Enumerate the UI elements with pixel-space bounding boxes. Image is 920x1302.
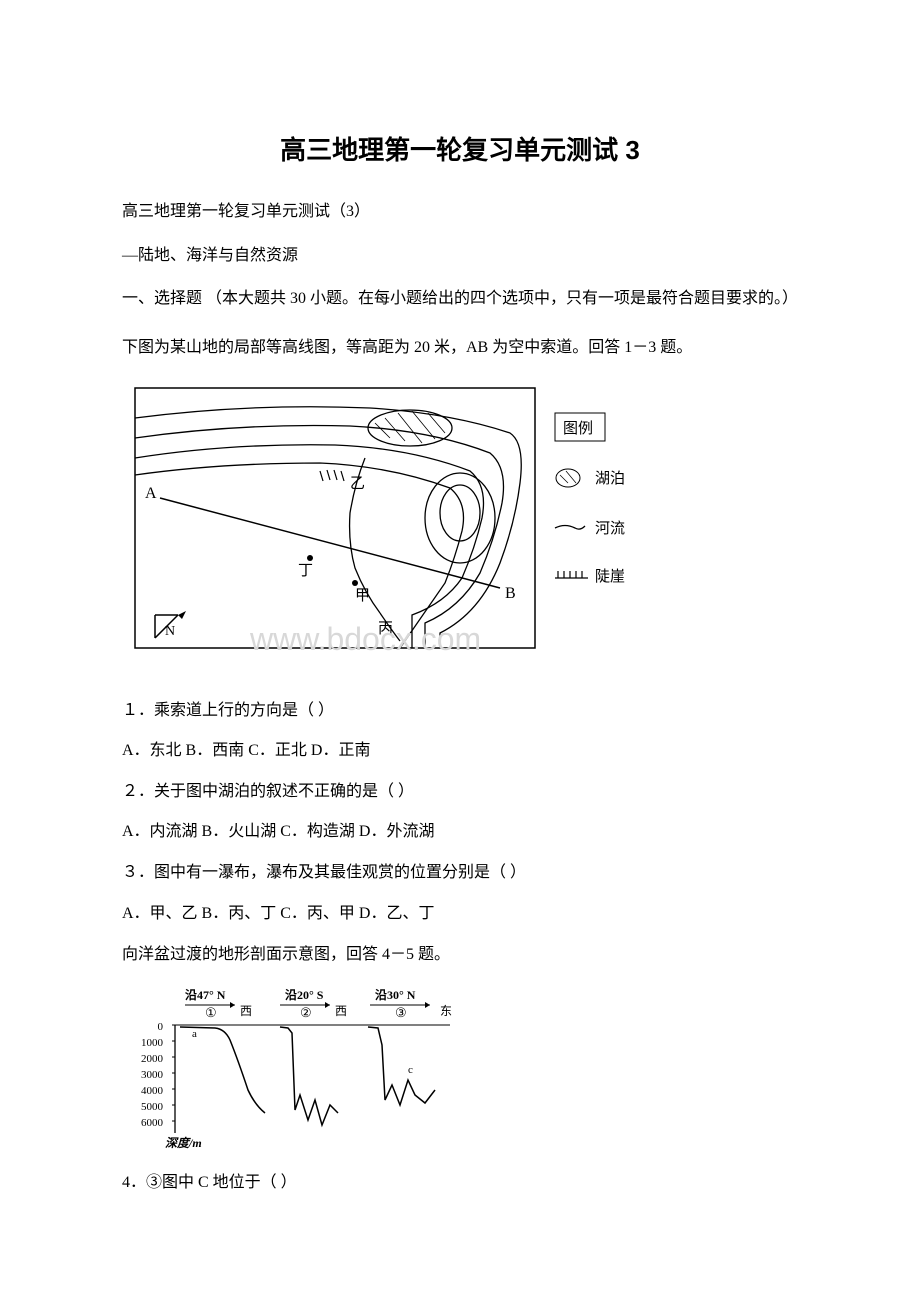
point-a-label: A (145, 485, 157, 502)
north-arrow: N (155, 611, 186, 639)
question-3: ３．图中有一瀑布，瀑布及其最佳观赏的位置分别是（ ） (90, 860, 830, 886)
svg-text:4000: 4000 (141, 1085, 164, 1097)
svg-text:①: ① (205, 1005, 217, 1020)
question-2-options: A．内流湖 B．火山湖 C．构造湖 D．外流湖 (90, 819, 830, 845)
svg-text:6000: 6000 (141, 1117, 164, 1129)
svg-text:3000: 3000 (141, 1069, 164, 1081)
point-b-label: B (505, 585, 516, 602)
section-subtitle: —陆地、海洋与自然资源 (90, 241, 830, 265)
page-title: 高三地理第一轮复习单元测试 3 (90, 130, 830, 167)
svg-text:沿47° N: 沿47° N (184, 988, 226, 1002)
q4-intro: 向洋盆过渡的地形剖面示意图，回答 4－5 题。 (90, 941, 830, 970)
q1-intro: 下图为某山地的局部等高线图，等高距为 20 米，AB 为空中索道。回答 1－3 … (90, 334, 830, 363)
legend-cliff-icon (555, 571, 588, 578)
svg-text:沿30° N: 沿30° N (374, 988, 416, 1002)
legend-lake-label: 湖泊 (595, 470, 625, 487)
point-ding-label: 丁 (298, 563, 313, 579)
svg-text:1000: 1000 (141, 1037, 164, 1049)
svg-text:c: c (408, 1064, 413, 1076)
legend-title: 图例 (563, 420, 593, 437)
svg-text:沿20° S: 沿20° S (284, 988, 324, 1002)
question-3-options: A．甲、乙 B．丙、丁 C．丙、甲 D．乙、丁 (90, 901, 830, 927)
legend-cliff-label: 陡崖 (595, 568, 625, 585)
svg-text:2000: 2000 (141, 1053, 164, 1065)
svg-text:②: ② (300, 1005, 312, 1020)
point-yi-label: 乙 (350, 476, 365, 492)
svg-text:a: a (192, 1028, 197, 1040)
question-1: １．乘索道上行的方向是（ ） (90, 698, 830, 724)
legend-river-label: 河流 (595, 520, 625, 537)
cliff-marks (320, 470, 344, 481)
question-1-options: A．东北 B．西南 C．正北 D．正南 (90, 738, 830, 764)
point-jia-label: 甲 (355, 588, 370, 604)
cable-line (160, 498, 500, 588)
profile-svg: 沿47° N 沿20° S 沿30° N 西 ① 西 ② 东 ③ 0 1000 … (130, 985, 470, 1155)
legend-lake-icon (556, 469, 580, 487)
profile-3-line (368, 1027, 435, 1105)
profile-2-line (280, 1027, 338, 1125)
subtitle-text: 高三地理第一轮复习单元测试（3） (90, 197, 830, 221)
svg-text:N: N (165, 624, 175, 639)
svg-text:西: 西 (335, 1004, 347, 1018)
svg-text:东: 东 (440, 1004, 452, 1018)
profile-figure: 沿47° N 沿20° S 沿30° N 西 ① 西 ② 东 ③ 0 1000 … (130, 985, 830, 1160)
svg-text:③: ③ (395, 1005, 407, 1020)
question-2: ２．关于图中湖泊的叙述不正确的是（ ） (90, 779, 830, 805)
question-4: 4．③图中 C 地位于（ ） (90, 1170, 830, 1196)
svg-text:西: 西 (240, 1004, 252, 1018)
svg-text:5000: 5000 (141, 1101, 164, 1113)
legend-river-icon (555, 525, 585, 529)
watermark-text: www.bdocx.com (250, 621, 481, 658)
instruction-text: 一、选择题 （本大题共 30 小题。在每小题给出的四个选项中，只有一项是最符合题… (90, 285, 830, 314)
yaxis-label: 深度/m (165, 1136, 202, 1150)
svg-text:0: 0 (158, 1021, 164, 1033)
contour-map-figure: A B 乙 丁 甲 丙 N 图例 湖泊 河流 (130, 383, 830, 668)
